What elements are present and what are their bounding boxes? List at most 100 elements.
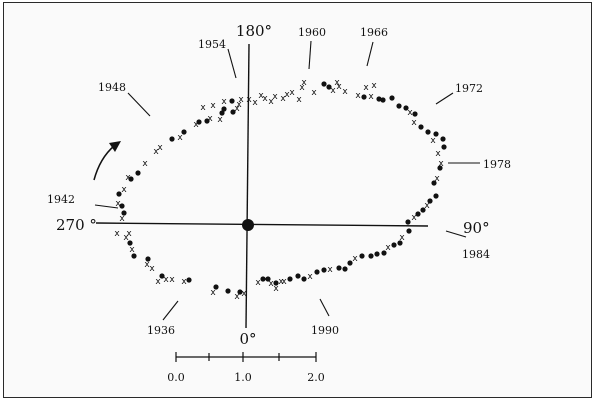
data-point-dot <box>420 207 426 213</box>
axis-label-90: 90° <box>463 219 490 237</box>
data-point-cross: x <box>363 83 369 93</box>
data-point-dot <box>433 193 439 199</box>
data-point-dot <box>433 131 439 137</box>
vertical-axis <box>245 43 250 329</box>
data-point-cross: x <box>121 185 127 195</box>
data-point-cross: x <box>236 100 242 110</box>
data-point-cross: x <box>268 279 274 289</box>
data-point-dot <box>425 129 431 135</box>
data-point-dot <box>204 118 210 124</box>
data-point-cross: x <box>330 86 336 96</box>
data-point-cross: x <box>280 94 286 104</box>
axis-label-0: 0° <box>239 330 256 348</box>
data-point-cross: x <box>311 88 317 98</box>
data-point-dot <box>121 210 127 216</box>
data-point-dot <box>381 250 387 256</box>
data-point-cross: x <box>273 284 279 294</box>
data-point-cross: x <box>149 264 155 274</box>
data-point-cross: x <box>234 104 240 114</box>
data-point-dot <box>229 98 235 104</box>
data-point-cross: x <box>262 94 268 104</box>
data-point-dot <box>295 273 301 279</box>
data-point-dot <box>196 119 202 125</box>
data-point-cross: x <box>434 174 440 184</box>
year-label-1966: 1966 <box>360 26 388 39</box>
data-point-dot <box>415 211 421 217</box>
data-point-dot <box>135 170 141 176</box>
data-point-cross: x <box>155 277 161 287</box>
data-point-cross: x <box>153 147 159 157</box>
data-point-dot <box>273 280 279 286</box>
data-point-cross: x <box>163 275 169 285</box>
axis-label-270: 270 ° <box>56 216 97 234</box>
data-point-cross: x <box>289 88 295 98</box>
data-point-dot <box>406 228 412 234</box>
data-point-cross: x <box>272 92 278 102</box>
data-point-dot <box>265 276 271 282</box>
data-point-dot <box>427 198 433 204</box>
data-point-cross: x <box>368 92 374 102</box>
data-point-dot <box>397 240 403 246</box>
data-point-cross: x <box>125 173 131 183</box>
data-point-cross: x <box>144 260 150 270</box>
data-point-cross: x <box>385 243 391 253</box>
data-point-dot <box>287 276 293 282</box>
data-point-dot <box>326 84 332 90</box>
data-point-dot <box>116 191 122 197</box>
data-point-cross: x <box>258 91 264 101</box>
data-point-dot <box>359 253 365 259</box>
data-point-cross: x <box>157 143 163 153</box>
data-point-cross: x <box>123 233 129 243</box>
data-point-cross: x <box>169 275 175 285</box>
data-point-dot <box>374 251 380 257</box>
data-point-dot <box>412 111 418 117</box>
data-point-dot <box>127 240 133 246</box>
data-point-cross: x <box>142 159 148 169</box>
data-point-dot <box>391 242 397 248</box>
year-label-1978: 1978 <box>483 158 511 171</box>
data-point-cross: x <box>234 292 240 302</box>
data-point-dot <box>431 180 437 186</box>
data-point-dot <box>336 265 342 271</box>
data-point-cross: x <box>281 277 287 287</box>
scale-label-0: 0.0 <box>167 371 185 384</box>
data-point-dot <box>347 260 353 266</box>
data-point-dot <box>321 267 327 273</box>
data-point-cross: x <box>252 98 258 108</box>
data-point-dot <box>301 276 307 282</box>
data-point-cross: x <box>296 95 302 105</box>
year-label-1972: 1972 <box>455 82 483 95</box>
data-point-cross: x <box>200 103 206 113</box>
data-point-dot <box>314 269 320 275</box>
year-label-1948: 1948 <box>98 81 126 94</box>
data-point-cross: x <box>430 136 436 146</box>
data-point-cross: x <box>399 233 405 243</box>
data-point-dot <box>260 276 266 282</box>
data-point-cross: x <box>299 83 305 93</box>
data-point-dot <box>169 136 175 142</box>
data-point-cross: x <box>126 229 132 239</box>
data-point-dot <box>389 95 395 101</box>
data-point-cross: x <box>181 277 187 287</box>
data-point-dot <box>321 81 327 87</box>
data-point-dot <box>342 266 348 272</box>
data-point-cross: x <box>246 95 252 105</box>
data-point-cross: x <box>342 87 348 97</box>
data-point-dot <box>159 273 165 279</box>
data-point-cross: x <box>268 97 274 107</box>
data-point-cross: x <box>327 265 333 275</box>
scale-bar <box>175 352 317 362</box>
data-point-cross: x <box>114 229 120 239</box>
data-point-cross: x <box>210 288 216 298</box>
data-point-cross: x <box>221 97 227 107</box>
data-point-cross: x <box>255 278 261 288</box>
data-point-dot <box>403 105 409 111</box>
data-point-cross: x <box>407 108 413 118</box>
data-point-cross: x <box>217 115 223 125</box>
data-point-dot <box>437 165 443 171</box>
curved-arrow-icon <box>93 145 115 181</box>
year-label-1936: 1936 <box>147 324 175 337</box>
data-point-cross: x <box>210 101 216 111</box>
